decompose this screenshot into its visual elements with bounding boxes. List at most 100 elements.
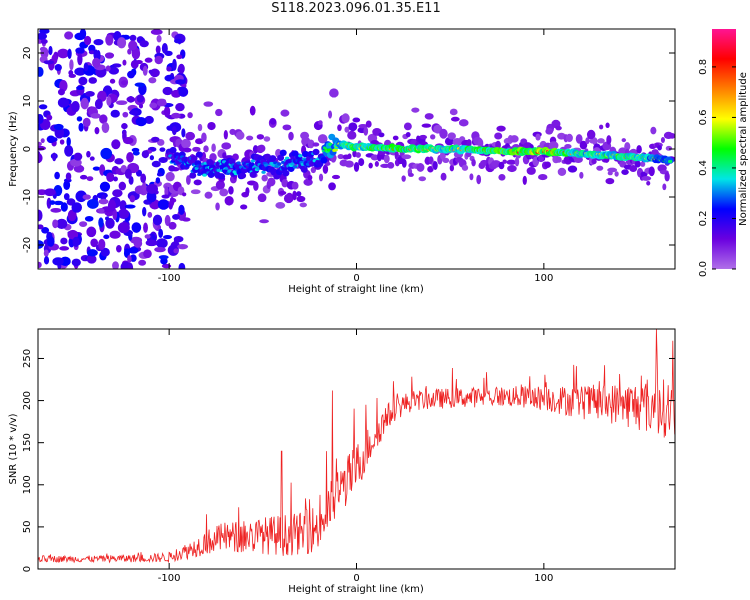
spectrogram-cell (59, 139, 65, 145)
spectrogram-cell (641, 176, 652, 181)
spectrogram-cell (164, 185, 169, 198)
spectrogram-cell (259, 219, 269, 224)
spectrogram-cell (506, 159, 517, 165)
spectrogram-cell (127, 255, 132, 263)
spectrogram-cell (189, 172, 197, 179)
spectrogram-cell (163, 235, 172, 240)
spectrogram-cell (392, 135, 399, 141)
x-tick-label: 0 (353, 273, 359, 284)
spectrogram-cell (112, 261, 119, 269)
spectrogram-cell (329, 88, 339, 98)
spectrogram-cell (494, 132, 503, 140)
y-tick-label: 0 (22, 146, 33, 152)
spectrogram-cell (424, 113, 434, 120)
spectrogram-cell (115, 100, 128, 106)
spectrogram-cell (287, 165, 295, 172)
spectrogram-cell (299, 202, 307, 208)
spectrogram-cell (545, 128, 554, 135)
spectrogram-cell (138, 103, 144, 109)
spectrogram-cell (147, 211, 153, 218)
spectrogram-cell (60, 202, 68, 212)
y-tick-label: 200 (22, 391, 33, 410)
spectrogram-cell (107, 199, 117, 212)
spectrogram-cell (565, 133, 573, 143)
spectrogram-cell (298, 154, 303, 158)
spectrogram-cell (318, 120, 323, 126)
spectrogram-x-axis-label: Height of straight line (km) (288, 284, 424, 295)
spectrogram-y-axis-label: Frequency (Hz) (8, 111, 19, 187)
spectrogram-cell (440, 172, 447, 181)
colorbar: 0.0 0.2 0.4 0.6 0.8 Normalized spectral ampl… (698, 29, 749, 277)
spectrogram-cell (155, 177, 161, 184)
spectrogram-cell (634, 160, 641, 168)
spectrogram-marks (38, 29, 675, 269)
spectrogram-cell (302, 150, 310, 158)
spectrogram-cell (224, 195, 234, 206)
spectrogram-cell (120, 164, 127, 173)
spectrogram-cell (38, 145, 46, 151)
spectrogram-cell (133, 239, 143, 248)
spectrogram-cell (401, 175, 406, 182)
spectrogram-cell (358, 158, 365, 167)
spectrogram-cell (291, 181, 299, 190)
spectrogram-cell (408, 172, 414, 177)
spectrogram-cell (72, 236, 80, 248)
spectrogram-cell (173, 248, 179, 254)
spectrogram-cell (245, 187, 250, 196)
spectrogram-cell (538, 174, 548, 181)
spectrogram-cell (476, 174, 482, 185)
spectrogram-cell (605, 122, 610, 129)
spectrogram-cell (219, 188, 229, 197)
spectrogram-cell (502, 159, 507, 164)
spectrogram-cell (129, 195, 136, 203)
spectrogram-cell (73, 164, 85, 173)
spectrogram-cell (171, 112, 181, 119)
spectrogram-cell (320, 157, 328, 164)
x-tick-label: -100 (158, 273, 181, 284)
spectrogram-cell (544, 161, 551, 168)
spectrogram-cell (322, 164, 329, 174)
spectrogram-cell (53, 123, 64, 131)
spectrogram-cell (38, 240, 44, 249)
spectrogram-cell (122, 111, 129, 118)
spectrogram-cell (507, 165, 517, 173)
spectrogram-cell (195, 138, 204, 145)
spectrogram-cell (92, 57, 101, 68)
spectrogram-cell (296, 195, 306, 203)
spectrogram-cell (178, 262, 186, 269)
y-tick-label: -20 (22, 237, 33, 253)
spectrogram-cell (57, 97, 70, 108)
spectrogram-cell (176, 54, 183, 60)
spectrogram-cell (49, 200, 56, 205)
spectrogram-cell (121, 123, 128, 130)
spectrogram-cell (98, 217, 104, 228)
spectrogram-cell (162, 86, 173, 96)
spectrogram-cell (151, 160, 161, 168)
spectrogram-cell (416, 163, 425, 172)
spectrogram-cell (158, 157, 168, 164)
spectrogram-cell (53, 200, 64, 206)
spectrogram-cell (149, 102, 158, 109)
spectrogram-cell (121, 80, 128, 86)
spectrogram-cell (90, 238, 99, 248)
spectrogram-cell (85, 90, 95, 97)
spectrogram-cell (161, 42, 168, 54)
spectrogram-cell (99, 181, 111, 192)
spectrogram-cell (66, 136, 71, 147)
spectrogram-cell (105, 217, 115, 229)
spectrogram-cell (148, 69, 153, 74)
spectrogram-cell (86, 226, 97, 238)
spectrogram-cell (607, 167, 618, 173)
spectrogram-cell (650, 126, 657, 135)
spectrogram-cell (450, 116, 460, 122)
spectrogram-cell (660, 137, 665, 143)
spectrogram-cell (526, 166, 536, 175)
spectrogram-cell (52, 152, 57, 162)
spectrogram-cell (175, 103, 185, 112)
spectrogram-cell (347, 153, 352, 160)
spectrogram-cell (57, 88, 65, 96)
spectrogram-cell (86, 254, 97, 264)
spectrogram-cell (100, 247, 110, 257)
spectrogram-cell (177, 243, 189, 250)
spectrogram-cell (592, 137, 598, 146)
